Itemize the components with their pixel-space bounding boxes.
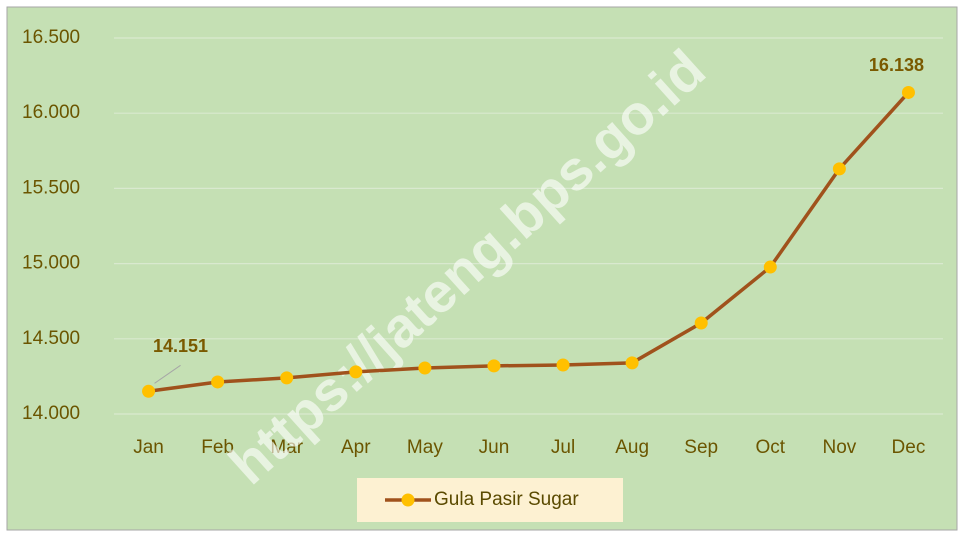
y-tick-label: 16.000 bbox=[22, 102, 80, 123]
marker bbox=[349, 365, 363, 379]
x-tick-label: Dec bbox=[892, 437, 926, 458]
x-tick-label: Sep bbox=[684, 437, 718, 458]
marker bbox=[901, 85, 915, 99]
x-tick-label: Mar bbox=[270, 437, 303, 458]
marker bbox=[280, 371, 294, 385]
x-tick-label: Oct bbox=[756, 437, 786, 458]
legend-label: Gula Pasir Sugar bbox=[434, 489, 579, 510]
marker bbox=[487, 359, 501, 373]
data-label: 16.138 bbox=[869, 55, 924, 75]
x-tick-label: May bbox=[407, 437, 443, 458]
leader-line bbox=[154, 364, 181, 384]
x-tick-label: Nov bbox=[822, 437, 856, 458]
marker bbox=[694, 316, 708, 330]
marker bbox=[832, 162, 846, 176]
y-tick-label: 16.500 bbox=[22, 27, 80, 48]
marker bbox=[625, 356, 639, 370]
chart-background bbox=[6, 6, 958, 531]
x-tick-label: Aug bbox=[615, 437, 649, 458]
marker bbox=[556, 358, 570, 372]
x-tick-label: Jan bbox=[133, 437, 164, 458]
marker bbox=[418, 361, 432, 375]
line bbox=[148, 91, 910, 394]
y-tick-label: 15.500 bbox=[22, 177, 80, 198]
x-tick-label: Jun bbox=[479, 437, 510, 458]
data-label: 14.151 bbox=[153, 336, 208, 356]
marker bbox=[142, 384, 156, 398]
x-tick-label: Jul bbox=[551, 437, 575, 458]
y-tick-label: 14.000 bbox=[22, 403, 80, 424]
marker bbox=[763, 260, 777, 274]
x-tick-label: Feb bbox=[201, 437, 234, 458]
y-tick-label: 14.500 bbox=[22, 328, 80, 349]
legend-marker bbox=[401, 493, 415, 507]
marker bbox=[211, 375, 225, 389]
y-tick-label: 15.000 bbox=[22, 253, 80, 274]
x-tick-label: Apr bbox=[341, 437, 371, 458]
